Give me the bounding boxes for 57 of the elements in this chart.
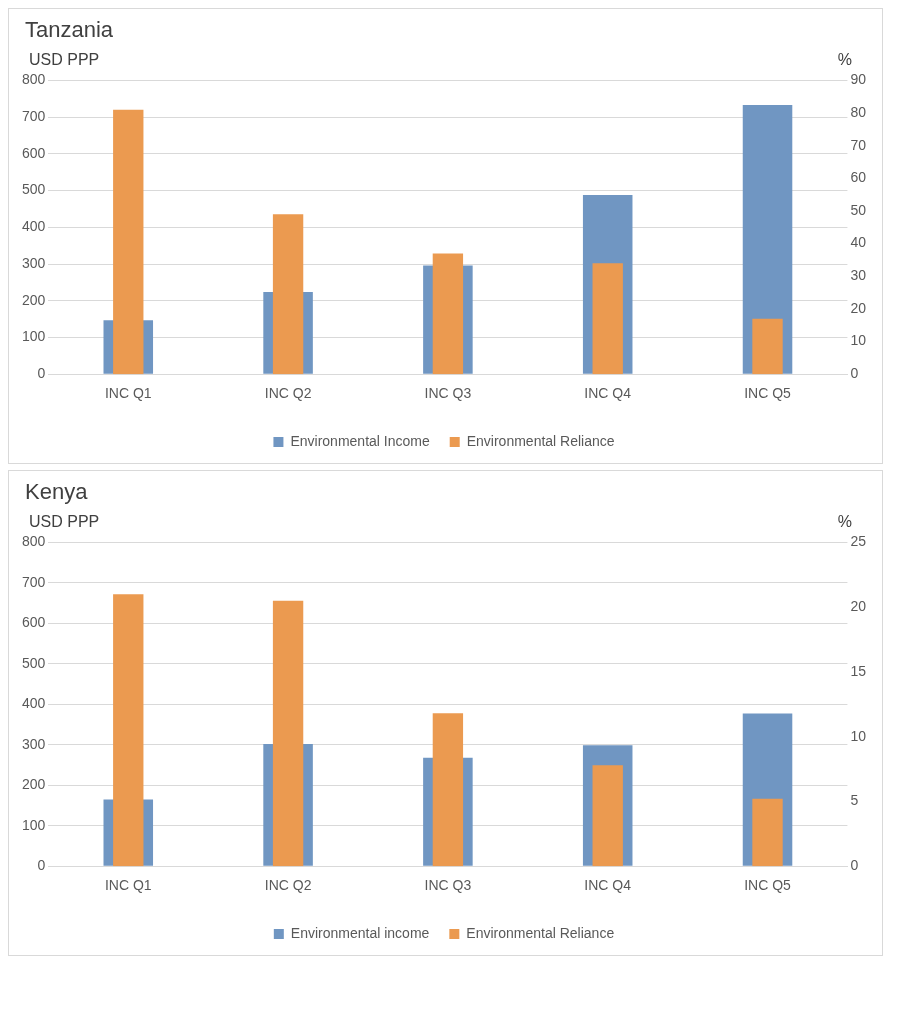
legend-label: Environmental Reliance xyxy=(466,924,615,941)
y-tick-label: 800 xyxy=(22,533,46,550)
chart-title: Kenya xyxy=(24,479,89,505)
x-tick-label: INC Q4 xyxy=(584,877,632,894)
y-tick-label: 300 xyxy=(22,735,46,752)
x-tick-label: INC Q3 xyxy=(424,385,472,402)
x-tick-label: INC Q2 xyxy=(264,877,312,894)
y2-tick-label: 60 xyxy=(850,169,867,186)
y-tick-label: 700 xyxy=(22,573,46,590)
y2-axis-title: % xyxy=(837,51,852,69)
bar xyxy=(752,798,783,867)
y-tick-label: 100 xyxy=(22,816,46,833)
y-tick-label: 0 xyxy=(37,857,46,874)
y2-tick-label: 20 xyxy=(850,598,867,615)
legend-label: Environmental Reliance xyxy=(466,432,615,449)
y-tick-label: 100 xyxy=(22,328,46,345)
y2-axis-title: % xyxy=(837,513,852,531)
y2-tick-label: 0 xyxy=(850,365,859,382)
x-tick-label: INC Q2 xyxy=(264,385,312,402)
x-tick-label: INC Q5 xyxy=(744,385,792,402)
y2-tick-label: 25 xyxy=(850,533,867,550)
y2-tick-label: 10 xyxy=(850,727,867,744)
y-tick-label: 300 xyxy=(22,254,46,271)
y2-tick-label: 5 xyxy=(850,792,859,809)
x-tick-label: INC Q1 xyxy=(104,877,152,894)
x-tick-label: INC Q4 xyxy=(584,385,632,402)
y2-tick-label: 20 xyxy=(850,299,867,316)
y2-tick-label: 40 xyxy=(850,234,867,251)
y2-tick-label: 80 xyxy=(850,103,867,120)
legend-label: Environmental Income xyxy=(290,432,430,449)
bar xyxy=(592,263,623,375)
y-tick-label: 200 xyxy=(22,776,46,793)
y-tick-label: 0 xyxy=(37,365,46,382)
y2-tick-label: 0 xyxy=(850,857,859,874)
legend-label: Environmental income xyxy=(290,924,430,941)
y-tick-label: 600 xyxy=(22,144,46,161)
x-tick-label: INC Q3 xyxy=(424,877,472,894)
y-axis-title: USD PPP xyxy=(29,513,100,531)
y-axis-title: USD PPP xyxy=(29,51,100,69)
y-tick-label: 500 xyxy=(22,181,46,198)
y-tick-label: 200 xyxy=(22,291,46,308)
y2-tick-label: 90 xyxy=(850,71,867,88)
y-tick-label: 400 xyxy=(22,695,46,712)
y2-tick-label: 30 xyxy=(850,267,867,284)
y2-tick-label: 70 xyxy=(850,136,867,153)
y2-tick-label: 50 xyxy=(850,201,867,218)
y-tick-label: 700 xyxy=(22,107,46,124)
y-tick-label: 400 xyxy=(22,218,46,235)
x-tick-label: INC Q5 xyxy=(744,877,792,894)
y2-tick-label: 15 xyxy=(850,662,867,679)
y-tick-label: 800 xyxy=(22,71,46,88)
y-tick-label: 500 xyxy=(22,654,46,671)
x-tick-label: INC Q1 xyxy=(104,385,152,402)
chart-title: Tanzania xyxy=(24,17,115,43)
bar xyxy=(752,318,783,375)
y-tick-label: 600 xyxy=(22,614,46,631)
y2-tick-label: 10 xyxy=(850,332,867,349)
